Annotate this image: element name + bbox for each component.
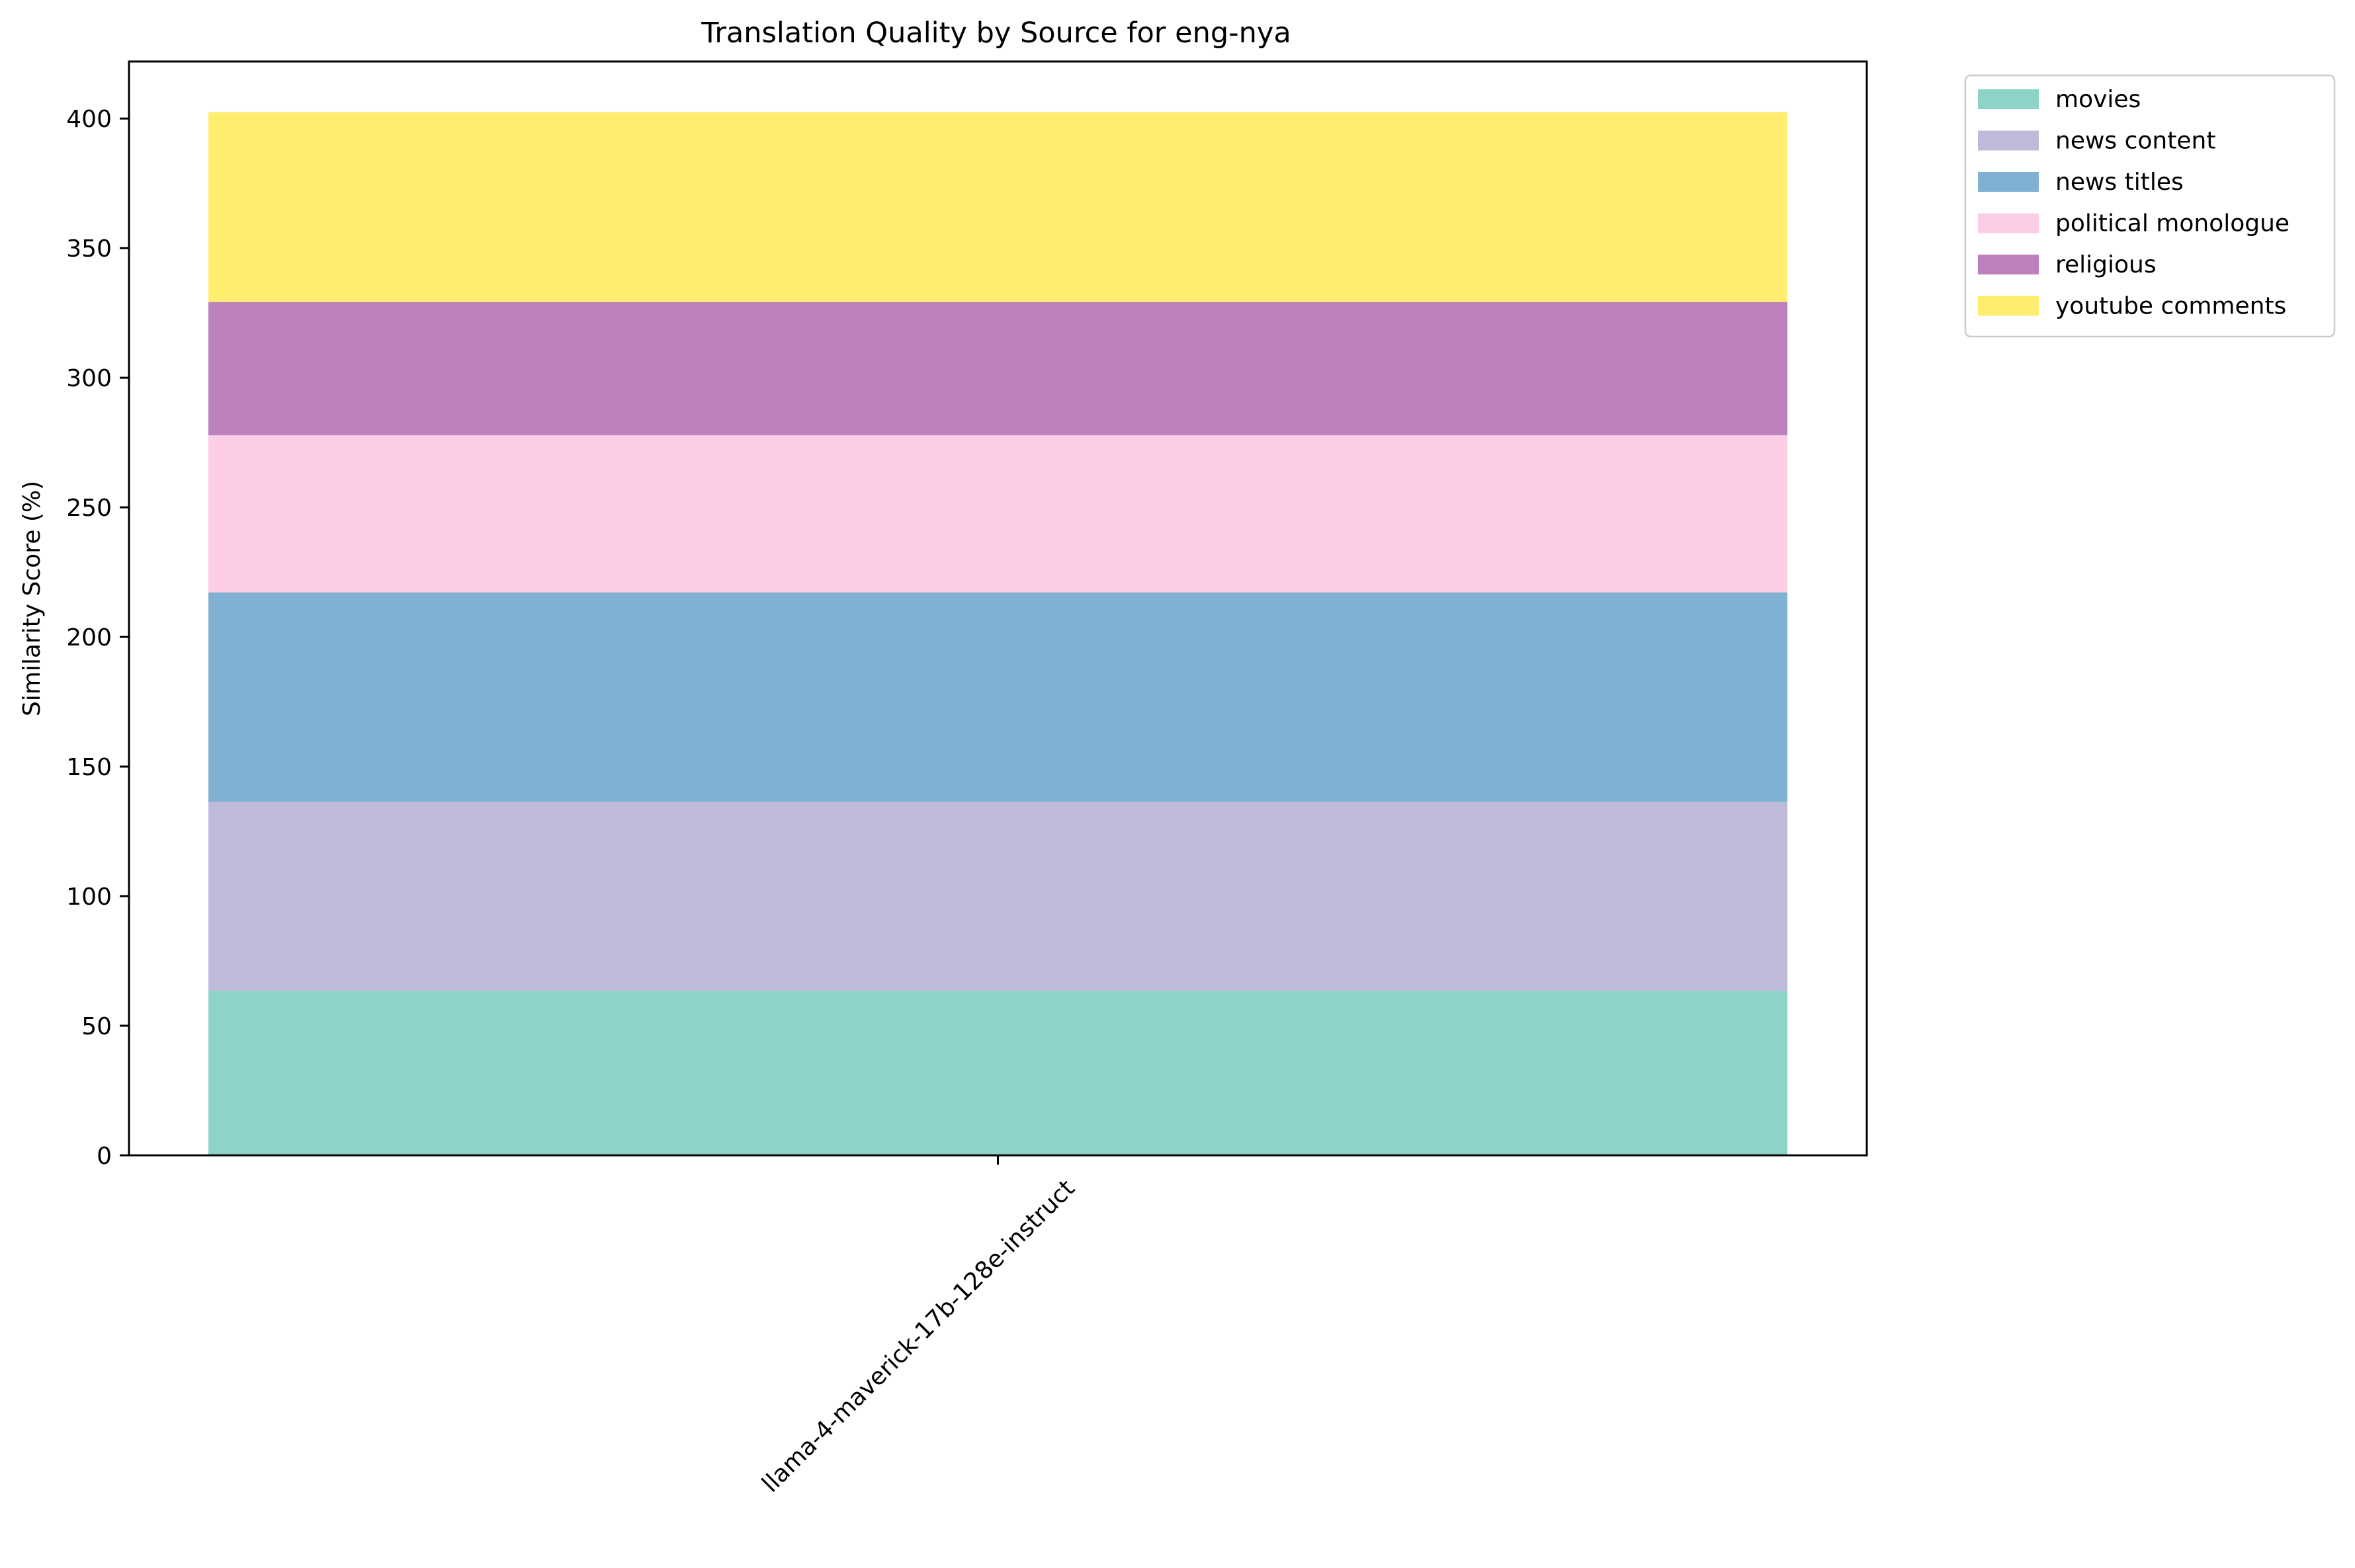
legend-swatch [1978, 213, 2039, 233]
y-tick-label: 150 [66, 754, 112, 781]
bar-segment-movies [208, 991, 1787, 1155]
chart-title: Translation Quality by Source for eng-ny… [701, 17, 1291, 50]
bar-segment-political-monologue [208, 435, 1787, 593]
bar-segment-youtube-comments [208, 112, 1787, 302]
y-tick-label: 200 [66, 624, 112, 651]
bar-segment-religious [208, 302, 1787, 436]
legend-swatch [1978, 89, 2039, 109]
legend-swatch [1978, 130, 2039, 151]
y-tick-label: 50 [81, 1013, 112, 1040]
y-tick-label: 400 [66, 106, 112, 133]
y-axis-label: Similarity Score (%) [19, 481, 46, 716]
legend-label: political monologue [2055, 210, 2290, 237]
y-tick-label: 100 [66, 884, 112, 911]
bars-layer [208, 112, 1787, 1155]
legend-box [1964, 74, 2336, 338]
bar-segment-news-content [208, 802, 1787, 991]
y-tick-label: 350 [66, 235, 112, 263]
y-tick-label: 300 [66, 365, 112, 392]
bar-segment-news-titles [208, 592, 1787, 802]
y-tick-label: 250 [66, 495, 112, 522]
legend: movies news content news titles political m… [1964, 74, 2336, 338]
legend-swatch [1978, 255, 2039, 274]
legend-label: movies [2055, 86, 2141, 113]
y-tick-label: 0 [97, 1143, 112, 1170]
legend-swatch [1978, 172, 2039, 192]
legend-label: youtube comments [2055, 293, 2286, 320]
legend-label: news titles [2055, 169, 2184, 196]
legend-label: news content [2055, 128, 2215, 155]
legend-label: religious [2055, 251, 2157, 278]
legend-swatch [1978, 296, 2039, 316]
